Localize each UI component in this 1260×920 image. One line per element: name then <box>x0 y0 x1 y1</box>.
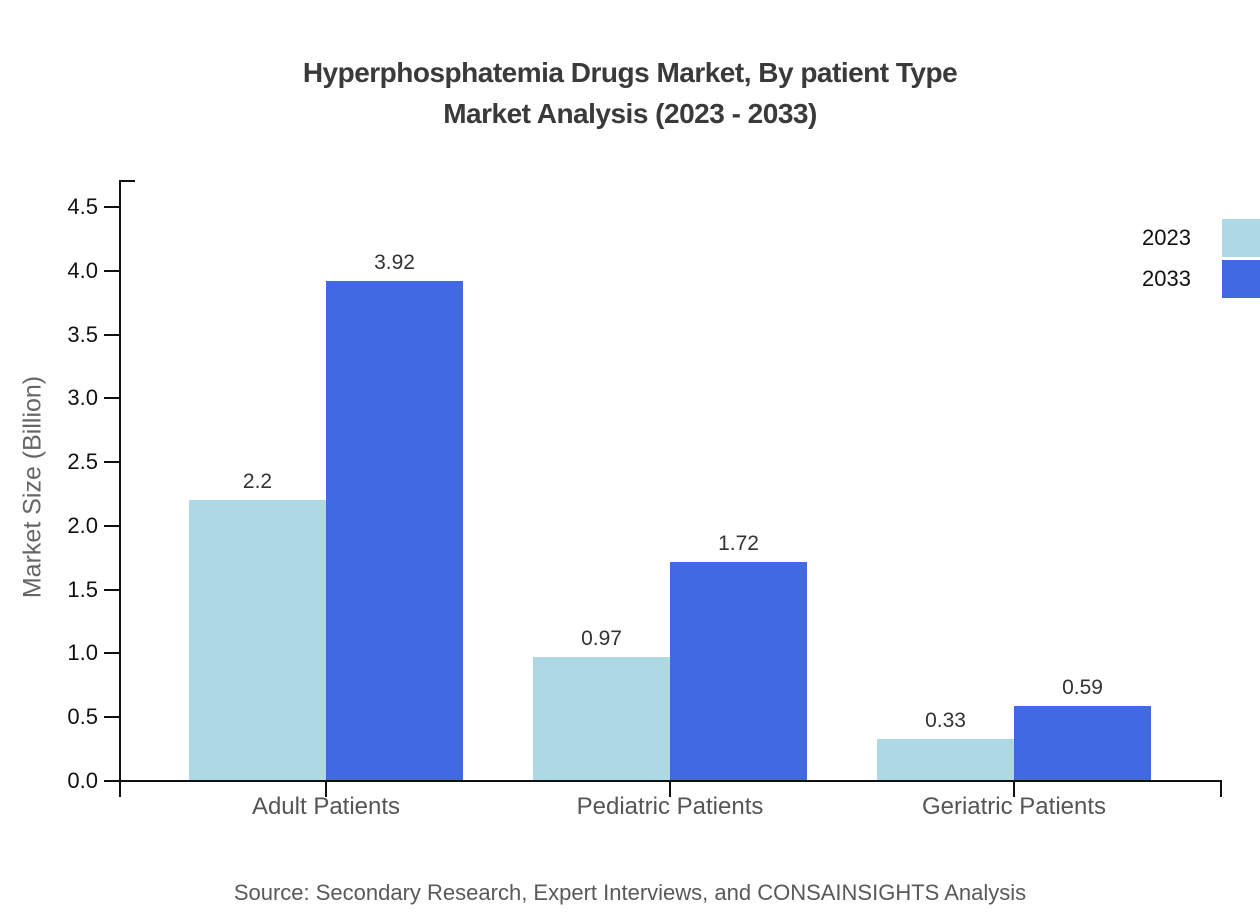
y-tick-label: 0.0 <box>67 768 98 793</box>
bar-2033-geriatric-patients <box>1014 705 1151 781</box>
y-tick <box>104 780 120 782</box>
y-tick-label: 3.5 <box>67 321 98 347</box>
x-category-label: Adult Patients <box>251 793 401 820</box>
y-tick-label: 2.5 <box>67 449 98 475</box>
source-caption: Source: Secondary Research, Expert Inter… <box>233 880 1027 905</box>
x-tick <box>1013 781 1015 797</box>
x-axis-end-cap <box>1220 780 1222 797</box>
legend-item-2033: 2033 <box>1142 260 1260 298</box>
chart-title-line2: Market Analysis (2023 - 2033) <box>443 98 817 129</box>
bar-value-label: 0.59 <box>1062 675 1103 699</box>
legend-label-2033: 2033 <box>1142 266 1191 291</box>
bar-value-label: 1.72 <box>718 531 759 555</box>
y-tick <box>104 269 120 272</box>
x-tick <box>669 781 671 797</box>
bar-2023-pediatric-patients <box>533 657 670 781</box>
bar-value-label: 0.97 <box>581 627 622 651</box>
bar-2033-pediatric-patients <box>670 561 807 781</box>
bar-value-label: 2.2 <box>242 470 273 494</box>
y-tick-label: 2.0 <box>67 512 98 538</box>
x-tick <box>325 781 327 797</box>
y-tick <box>104 206 120 208</box>
y-axis-top-cap <box>119 180 135 182</box>
legend: 2023 2033 <box>1142 219 1260 301</box>
x-axis-line <box>104 780 1222 782</box>
y-tick-label: 1.0 <box>67 640 98 666</box>
y-tick-label: 0.5 <box>67 704 98 730</box>
y-tick-label: 1.5 <box>67 576 98 602</box>
y-tick <box>104 524 120 527</box>
bar-value-label: 0.33 <box>925 708 966 732</box>
y-tick <box>104 652 120 655</box>
bar-value-label: 3.92 <box>374 251 415 274</box>
y-tick-label: 4.5 <box>67 194 98 219</box>
y-axis-line <box>119 180 121 797</box>
x-category-label: Pediatric Patients <box>576 793 764 820</box>
chart-title-line1: Hyperphosphatemia Drugs Market, By patie… <box>302 57 958 88</box>
y-tick <box>104 716 120 719</box>
bar-2033-adult-patients <box>326 281 463 781</box>
legend-swatch-2033 <box>1222 260 1260 298</box>
y-tick-label: 4.0 <box>67 257 98 283</box>
bar-2023-adult-patients <box>189 500 326 781</box>
bar-2023-geriatric-patients <box>877 738 1014 781</box>
x-category-label: Geriatric Patients <box>921 793 1107 820</box>
legend-label-2023: 2023 <box>1142 225 1191 250</box>
y-tick <box>104 461 120 464</box>
chart-title: Hyperphosphatemia Drugs Market, By patie… <box>0 52 1260 134</box>
y-tick-label: 3.0 <box>67 385 98 411</box>
y-tick <box>104 397 120 400</box>
legend-swatch-2023 <box>1222 219 1260 257</box>
y-tick <box>104 588 120 591</box>
legend-item-2023: 2023 <box>1142 219 1260 257</box>
y-tick <box>104 333 120 336</box>
